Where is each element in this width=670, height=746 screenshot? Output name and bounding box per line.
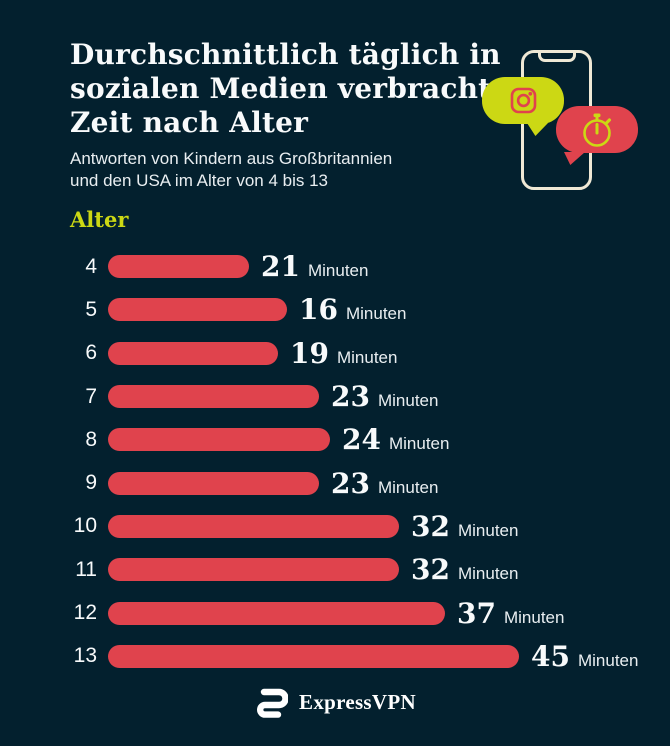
chart-row: 4 21 Minuten <box>59 245 639 288</box>
title-line-3: Zeit nach Alter <box>70 106 309 139</box>
title-line-1: Durchschnittlich täglich in <box>70 38 501 71</box>
axis-heading-alter: Alter <box>70 207 129 232</box>
chart-row: 13 45 Minuten <box>59 635 639 678</box>
title-line-2: sozialen Medien verbrachte <box>70 72 510 105</box>
bar <box>108 341 278 365</box>
value-label: 24 <box>342 423 381 457</box>
value-label: 37 <box>457 596 496 630</box>
subtitle-line-2: und den USA im Alter von 4 bis 13 <box>70 171 328 190</box>
expressvpn-logo-icon <box>257 688 289 718</box>
unit-label: Minuten <box>377 477 439 497</box>
value-label: 19 <box>290 336 329 370</box>
age-label: 8 <box>85 427 97 451</box>
age-label: 13 <box>73 644 97 668</box>
unit-label: Minuten <box>457 520 519 540</box>
bar <box>108 514 399 538</box>
age-label: 9 <box>85 471 97 495</box>
phone-illustration <box>0 0 670 220</box>
subtitle-line-1: Antworten von Kindern aus Großbritannien <box>70 149 393 168</box>
value-label: 21 <box>261 250 300 284</box>
unit-label: Minuten <box>345 304 407 324</box>
chart-row: 7 23 Minuten <box>59 375 639 418</box>
unit-label: Minuten <box>388 434 450 454</box>
unit-label: Minuten <box>457 564 519 584</box>
bar <box>108 471 319 495</box>
bar <box>108 644 519 668</box>
bar <box>108 428 330 452</box>
age-label: 12 <box>73 601 97 625</box>
brand-footer: ExpressVPN <box>0 684 670 720</box>
chart-row: 5 16 Minuten <box>59 288 639 331</box>
unit-label: Minuten <box>336 347 398 367</box>
age-label: 10 <box>73 514 97 538</box>
value-label: 23 <box>331 466 370 500</box>
unit-label: Minuten <box>377 391 439 411</box>
chart-rows: 4 21 Minuten 5 16 Minuten 6 19 Minuten 7 23 Minuten… <box>59 245 639 678</box>
value-label: 23 <box>331 380 370 414</box>
age-label: 11 <box>75 557 97 581</box>
bar <box>108 255 249 279</box>
chart-row: 11 32 Minuten <box>59 548 639 591</box>
age-label: 7 <box>85 384 97 408</box>
chart-row: 6 19 Minuten <box>59 332 639 375</box>
bar <box>108 298 287 322</box>
phone-notch <box>537 52 576 62</box>
value-label: 32 <box>411 509 450 543</box>
bar <box>108 601 445 625</box>
bar <box>108 385 319 409</box>
age-label: 5 <box>85 297 97 321</box>
timer-chat-bubble <box>556 106 638 165</box>
instagram-chat-bubble <box>482 77 564 136</box>
value-label: 16 <box>299 293 338 327</box>
chart-row: 8 24 Minuten <box>59 418 639 461</box>
brand-wordmark: ExpressVPN <box>299 689 416 714</box>
page-title: Durchschnittlich täglich in sozialen Med… <box>70 38 509 140</box>
stopwatch-icon <box>583 113 612 147</box>
chart-row: 12 37 Minuten <box>59 591 639 634</box>
unit-label: Minuten <box>577 650 639 670</box>
chart-subtitle: Antworten von Kindern aus Großbritannien… <box>70 148 392 192</box>
bar <box>108 558 399 582</box>
age-label: 6 <box>85 341 97 365</box>
chart-row: 10 32 Minuten <box>59 505 639 548</box>
unit-label: Minuten <box>503 607 565 627</box>
value-label: 32 <box>411 553 450 587</box>
instagram-icon <box>510 87 536 114</box>
chart-row: 9 23 Minuten <box>59 461 639 504</box>
value-label: 45 <box>531 639 570 673</box>
age-label: 4 <box>85 254 97 278</box>
unit-label: Minuten <box>307 261 369 281</box>
